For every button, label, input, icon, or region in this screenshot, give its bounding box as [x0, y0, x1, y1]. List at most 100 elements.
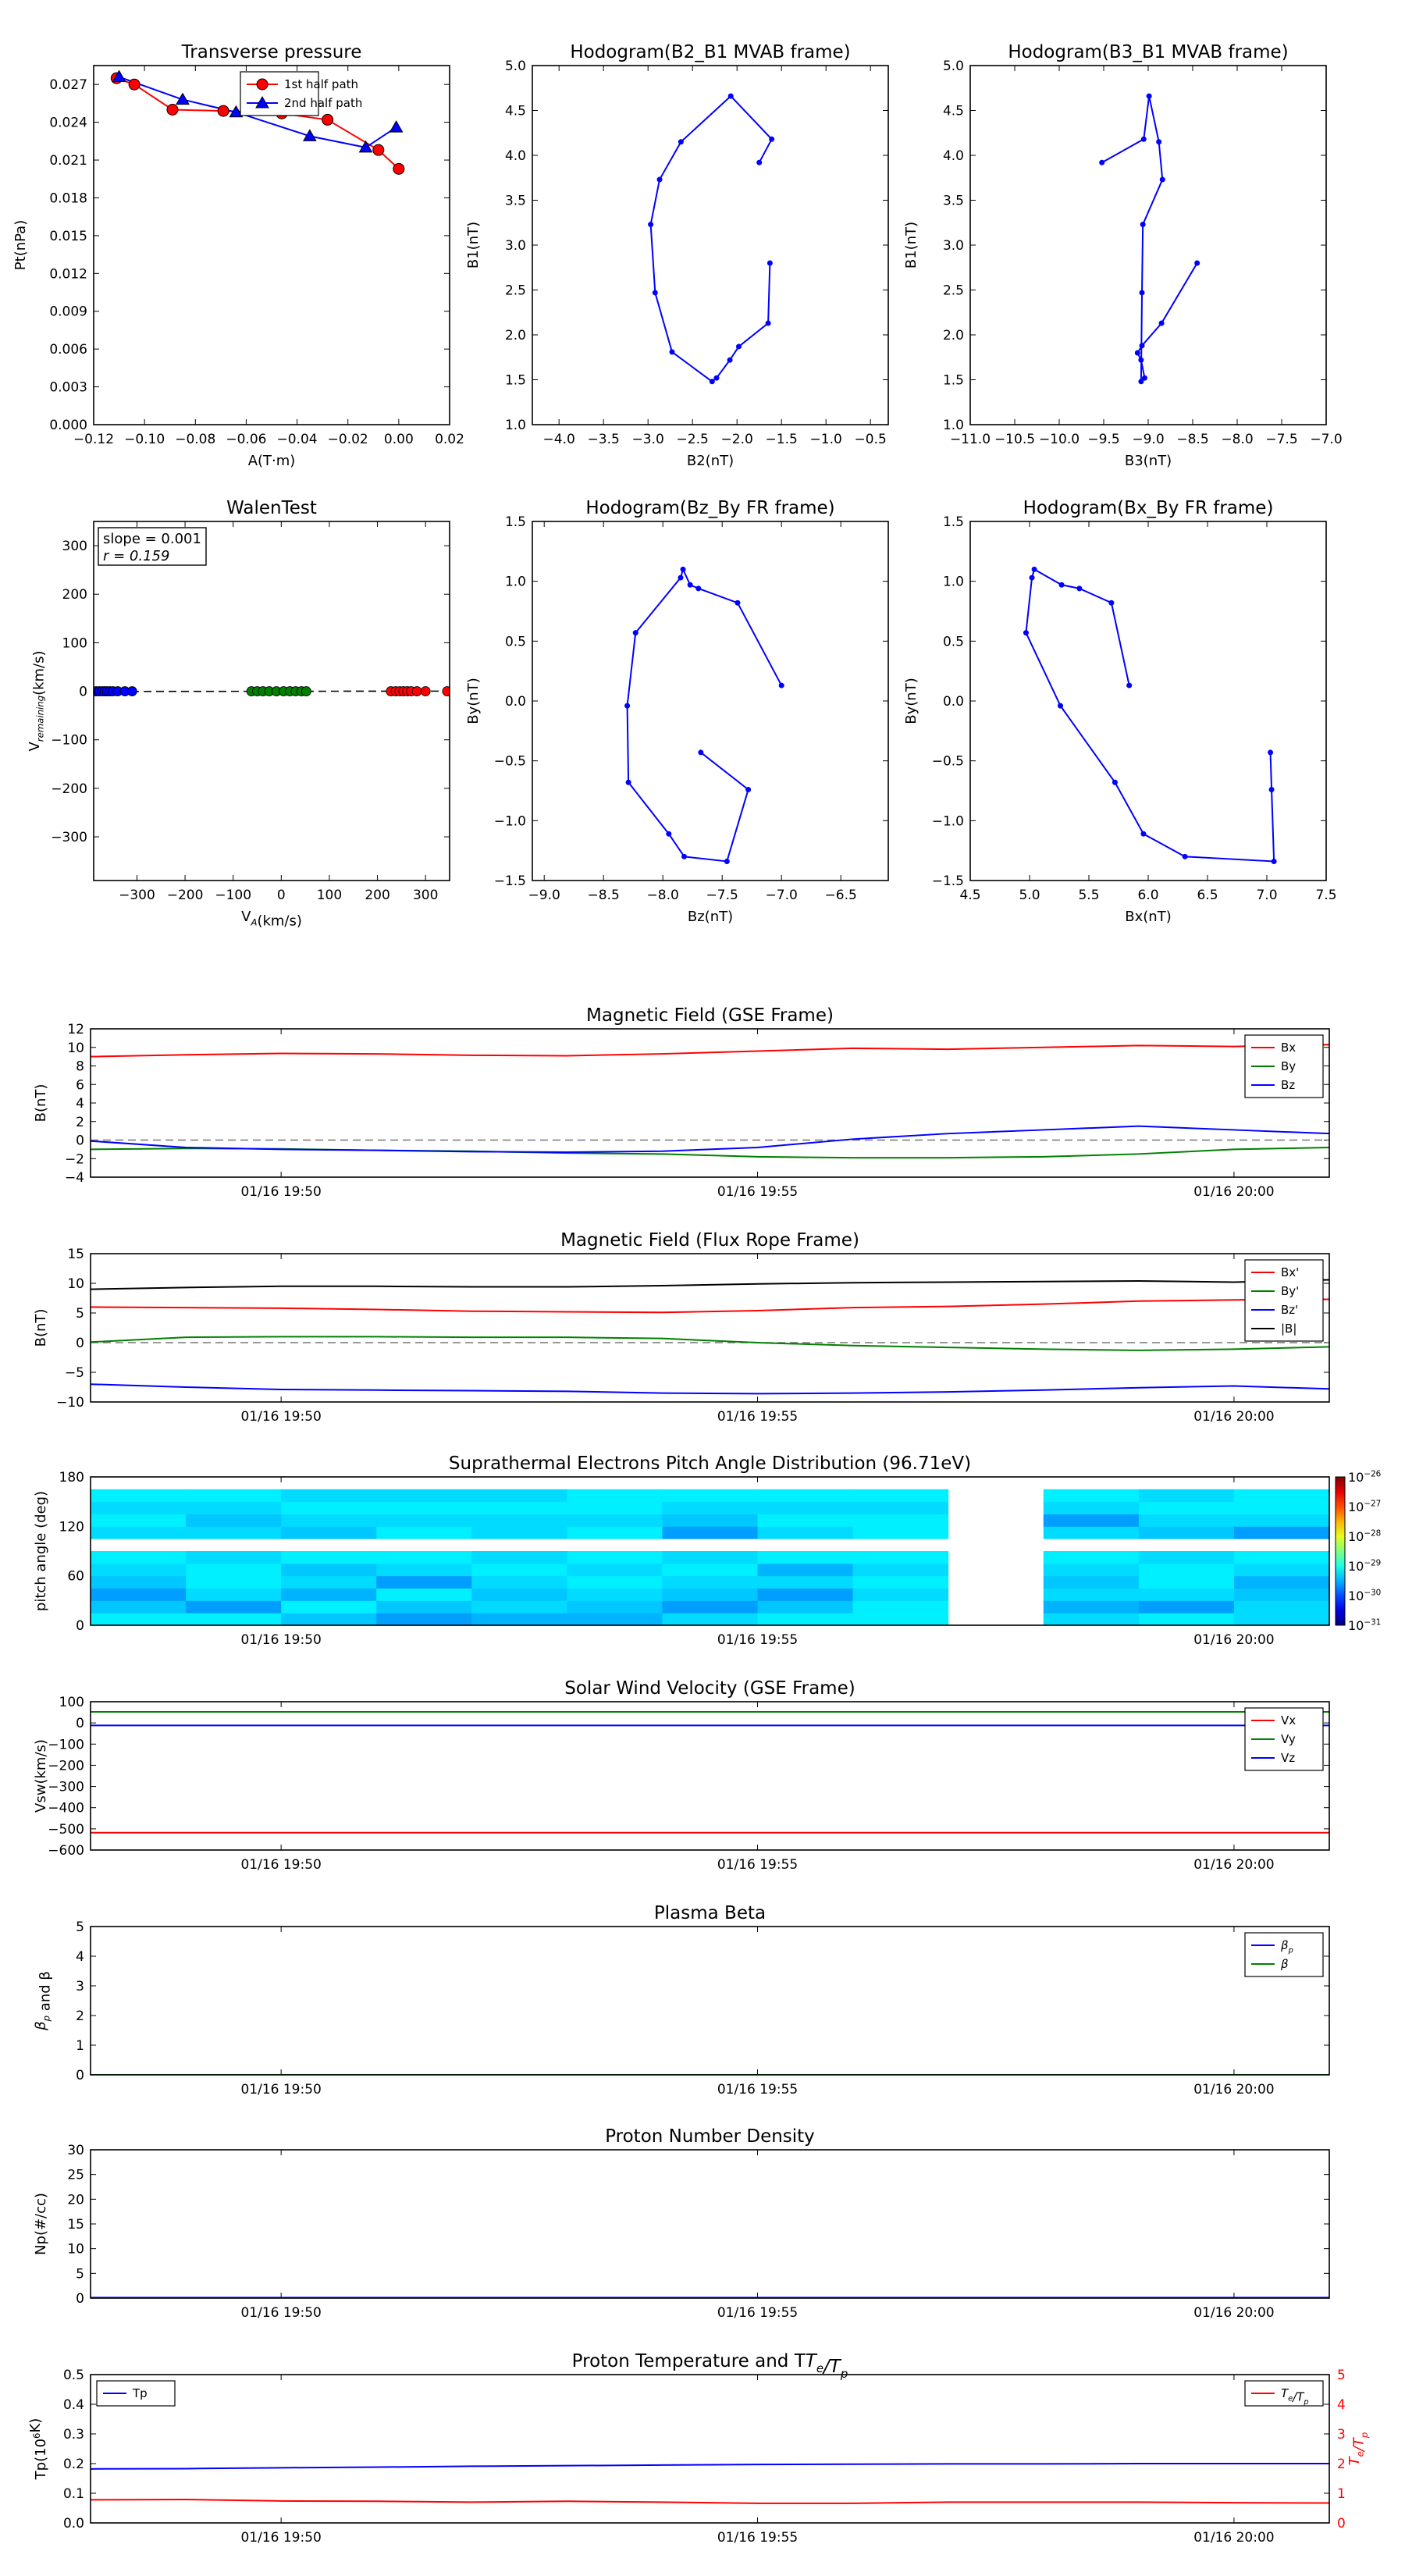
heatmap-cell	[567, 1551, 663, 1564]
heatmap-cell	[186, 1489, 282, 1503]
y-tick-label: 10	[67, 1041, 84, 1056]
series-line-By'	[91, 1336, 1329, 1351]
plot-frame	[93, 521, 450, 881]
y-tick-label: 5	[76, 2266, 84, 2282]
y-tick-label: 4.5	[505, 104, 526, 119]
legend: 1st half path 2nd half path	[240, 71, 362, 116]
y-tick-label: 0.000	[49, 418, 87, 433]
plot-area	[91, 1489, 1329, 1625]
heatmap-cell	[757, 1588, 854, 1601]
heatmap-cell	[471, 1551, 567, 1564]
heatmap-cell	[1043, 1600, 1140, 1614]
plot-frame	[90, 1476, 1330, 1626]
x-tick-label: 0.00	[384, 432, 414, 447]
heatmap-cell	[757, 1551, 854, 1564]
y-tick-label: 0	[76, 1716, 84, 1731]
heatmap-cell	[567, 1588, 663, 1601]
x-tick-label: 6.5	[1197, 888, 1218, 903]
data-point	[666, 831, 672, 837]
colorbar-tick-label: 10−29	[1348, 1559, 1381, 1574]
chart-title: Plasma Beta	[654, 1903, 766, 1923]
chart-title: Magnetic Field (GSE Frame)	[586, 1005, 834, 1026]
heatmap-cell	[757, 1514, 854, 1527]
heatmap-cell	[91, 1588, 187, 1601]
y-tick-label: −1.5	[932, 873, 964, 889]
chart-title: Proton Temperature and TTe/Tp	[572, 2351, 848, 2381]
y-tick-label: 0.021	[49, 153, 87, 169]
x-tick-label: 01/16 19:55	[717, 1857, 798, 1873]
heatmap-cell	[1233, 1526, 1329, 1539]
data-point	[652, 290, 658, 296]
x-tick-label: −0.06	[226, 432, 266, 447]
heatmap-cell	[852, 1526, 949, 1539]
x-axis-label: VA(km/s)	[241, 909, 302, 929]
data-point	[126, 686, 137, 696]
data-point	[1139, 290, 1145, 296]
plot-frame	[532, 65, 889, 425]
data-point	[678, 139, 684, 145]
legend-label: Bx	[1281, 1041, 1296, 1055]
heatmap-cell	[376, 1563, 472, 1577]
y-tick-label: 0.018	[49, 190, 87, 206]
heatmap-cell	[567, 1501, 663, 1514]
data-point	[1076, 585, 1083, 592]
heatmap-cell	[281, 1489, 377, 1503]
data-point	[624, 703, 631, 709]
y-tick-label: 0.003	[49, 380, 87, 396]
colorbar	[1335, 1476, 1346, 1626]
data-point	[420, 686, 431, 696]
heatmap-cell	[852, 1514, 949, 1527]
y-tick-label: 1.0	[505, 418, 526, 433]
heatmap-cell	[376, 1501, 472, 1514]
heatmap-cell	[1043, 1563, 1140, 1577]
x-tick-label: 300	[413, 888, 438, 903]
heatmap-cell	[1138, 1526, 1235, 1539]
y-tick-label: −500	[48, 1822, 84, 1838]
y-tick-label: 0	[76, 2291, 84, 2307]
data-point	[735, 600, 741, 606]
y-tick-label: −0.5	[932, 754, 964, 770]
x-tick-label: 100	[317, 888, 342, 903]
heatmap-cell	[662, 1514, 759, 1527]
x-tick-label: 01/16 19:55	[717, 2530, 798, 2546]
y-axis-label: Pt(nPa)	[12, 220, 29, 270]
x-tick-label: 01/16 19:55	[717, 1409, 798, 1425]
y-tick-label: 0.5	[943, 634, 964, 649]
plot-area	[91, 1279, 1329, 1395]
data-point	[301, 686, 311, 696]
heatmap-cell	[757, 1489, 854, 1503]
y-tick-label: −2	[65, 1151, 84, 1167]
y-axis-label: Vremaining(km/s)	[27, 650, 47, 751]
heatmap-cell	[376, 1600, 472, 1614]
annotation-frame	[98, 527, 207, 566]
heatmap-cell	[281, 1563, 377, 1577]
x-tick-label: −7.5	[1265, 432, 1297, 447]
heatmap-cell	[1043, 1501, 1140, 1514]
data-point	[769, 136, 775, 142]
legend-label: Bx'	[1281, 1265, 1299, 1279]
heatmap-cell	[1138, 1551, 1235, 1564]
x-tick-label: −10.0	[1039, 432, 1080, 447]
legend-label: Tp	[132, 2386, 148, 2400]
data-point	[1268, 749, 1274, 756]
heatmap-cell	[471, 1588, 567, 1601]
y-tick-label: 0.0	[943, 694, 964, 710]
legend-box	[1244, 1932, 1324, 1977]
heatmap-cell	[757, 1501, 854, 1514]
y-tick-label: 1.0	[505, 575, 526, 590]
x-tick-label: 01/16 20:00	[1193, 2082, 1274, 2097]
heatmap-cell	[1043, 1613, 1140, 1625]
x-tick-label: −9.5	[1087, 432, 1119, 447]
legend: Bx' By' Bz' |B|	[1244, 1259, 1324, 1342]
x-axis-label: A(T·m)	[248, 453, 296, 469]
heatmap-cell	[662, 1501, 759, 1514]
y-tick-label: 4.0	[943, 148, 964, 164]
data-point	[632, 630, 638, 636]
heatmap-cell	[662, 1600, 759, 1614]
x-tick-label: −9.0	[1132, 432, 1164, 447]
y-tick-label: 6	[76, 1077, 84, 1093]
chart-h3: −1.5 −1.0 −0.5 0.0 0.5 1.0 1.5 −9.0 −8.5 −8.0 −7.5…	[465, 498, 889, 925]
y-tick-label: 100	[59, 1695, 84, 1710]
